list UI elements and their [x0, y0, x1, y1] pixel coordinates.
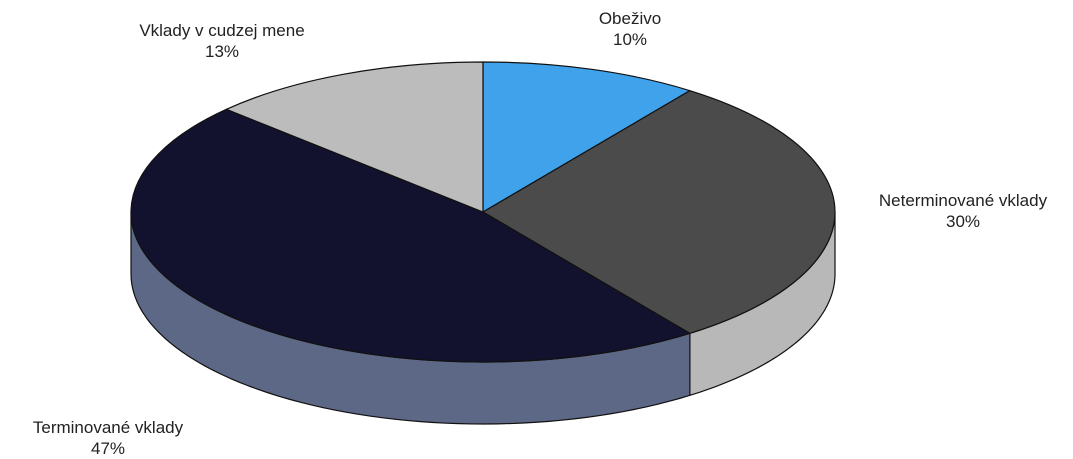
- slice-label-terminovane-vklady: Terminované vklady 47%: [33, 418, 184, 458]
- slice-label-percent: 13%: [205, 42, 239, 61]
- pie-slice-terminovane-vklady: [130, 108, 691, 363]
- slice-label-name: Neterminované vklady: [879, 191, 1048, 210]
- slice-label-vklady-v-cudzej-mene: Vklady v cudzej mene 13%: [139, 21, 304, 61]
- slice-label-neterminovane-vklady: Neterminované vklady 30%: [879, 191, 1048, 231]
- slice-label-name: Vklady v cudzej mene: [139, 21, 304, 40]
- slice-label-name: Terminované vklady: [33, 418, 184, 437]
- pie-tops-layer: [130, 61, 836, 363]
- slice-label-percent: 30%: [946, 212, 980, 231]
- slice-label-percent: 10%: [613, 30, 647, 49]
- slice-label-obezivo: Obeživo 10%: [599, 9, 661, 49]
- slice-label-percent: 47%: [91, 439, 125, 458]
- slice-label-name: Obeživo: [599, 9, 661, 28]
- pie-labels-layer: Obeživo 10% Neterminované vklady 30% Termino…: [33, 9, 1048, 458]
- pie-slice-neterminovane-vklady: [482, 90, 836, 334]
- pie-slice-vklady-v-cudzej-mene: [225, 61, 484, 213]
- pie-slice-obezivo: [482, 61, 691, 213]
